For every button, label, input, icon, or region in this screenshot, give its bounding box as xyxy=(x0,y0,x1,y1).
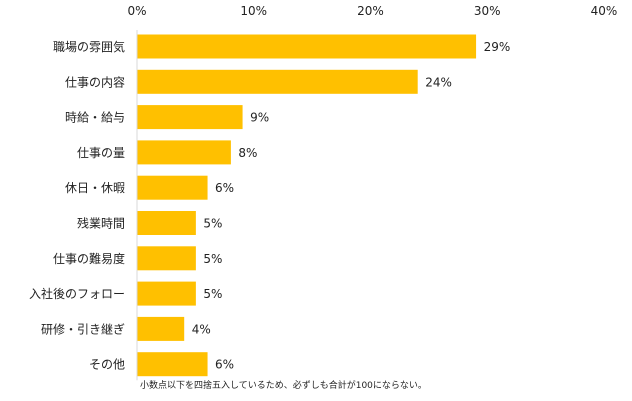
bars xyxy=(137,34,477,377)
value-labels: 29% 24% 9% 8% 6% 5% 5% 5% 4% 6% xyxy=(192,40,511,372)
x-axis-ticks: 0% 10% 20% 30% 40% xyxy=(127,4,617,18)
category-label: 入社後のフォロー xyxy=(29,286,125,301)
bar xyxy=(137,34,477,59)
category-label: 休日・休暇 xyxy=(65,181,125,195)
category-label: 研修・引き継ぎ xyxy=(41,321,125,336)
bar xyxy=(137,246,196,271)
bar xyxy=(137,281,196,306)
x-tick-label: 0% xyxy=(127,4,146,18)
bar xyxy=(137,69,418,94)
value-label: 5% xyxy=(203,217,222,231)
value-label: 5% xyxy=(203,252,222,266)
value-label: 6% xyxy=(215,181,234,195)
bar xyxy=(137,175,208,200)
x-tick-label: 30% xyxy=(474,4,501,18)
category-label: 仕事の内容 xyxy=(65,74,125,89)
category-label: 仕事の量 xyxy=(77,146,125,160)
x-tick-label: 20% xyxy=(357,4,384,18)
value-label: 4% xyxy=(192,322,211,336)
x-tick-label: 40% xyxy=(591,4,618,18)
value-label: 6% xyxy=(215,358,234,372)
bar xyxy=(137,352,208,377)
category-label: 時給・給与 xyxy=(65,111,125,125)
value-label: 5% xyxy=(203,287,222,301)
bar xyxy=(137,105,243,130)
category-label: その他 xyxy=(89,358,125,372)
bar xyxy=(137,316,185,341)
value-label: 8% xyxy=(238,146,257,160)
category-label: 職場の雰囲気 xyxy=(53,39,125,54)
category-labels: 職場の雰囲気仕事の内容時給・給与仕事の量休日・休暇残業時間仕事の難易度入社後のフ… xyxy=(29,39,125,372)
bar xyxy=(137,211,196,235)
value-label: 24% xyxy=(425,75,452,89)
footnote: 小数点以下を四捨五入しているため、必ずしも合計が100にならない。 xyxy=(140,379,427,391)
x-tick-label: 10% xyxy=(240,4,267,18)
bar xyxy=(137,140,231,165)
category-label: 仕事の難易度 xyxy=(53,251,125,266)
value-label: 9% xyxy=(250,111,269,125)
category-label: 残業時間 xyxy=(77,217,125,231)
value-label: 29% xyxy=(484,40,511,54)
